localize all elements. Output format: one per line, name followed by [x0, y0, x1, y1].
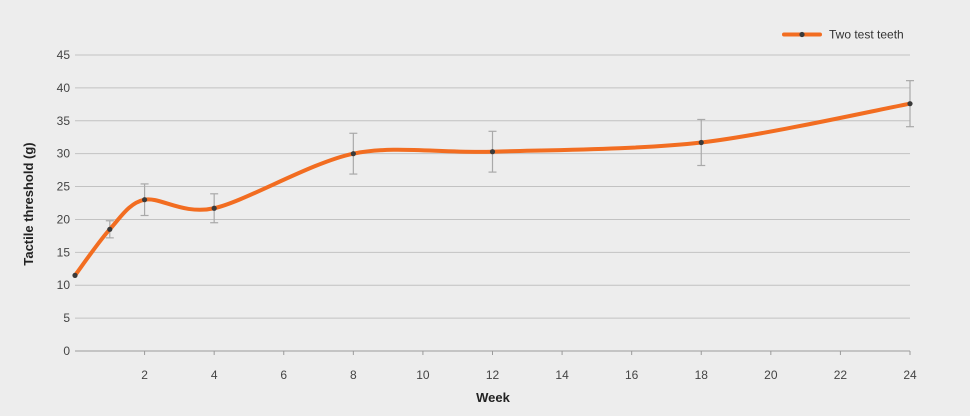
- grid-lines: [75, 54, 910, 352]
- x-tick-label: 24: [903, 368, 917, 382]
- y-tick-label: 5: [63, 311, 70, 325]
- y-tick-label: 10: [57, 278, 71, 292]
- y-tick-label: 35: [57, 114, 71, 128]
- x-tick-label: 20: [764, 368, 778, 382]
- x-tick-label: 10: [416, 368, 430, 382]
- data-point: [107, 226, 113, 232]
- x-axis-ticks: 2 4 6 8 10 12 14 16 18 20 22 24: [141, 351, 917, 382]
- x-tick-label: 4: [211, 368, 218, 382]
- data-point: [72, 272, 78, 278]
- series-lines: [73, 101, 912, 278]
- x-tick-label: 8: [350, 368, 357, 382]
- legend-marker: [799, 31, 805, 38]
- y-tick-label: 40: [57, 81, 71, 95]
- data-point: [141, 197, 148, 203]
- y-tick-label: 20: [57, 212, 71, 226]
- y-tick-label: 45: [57, 48, 71, 62]
- y-tick-label: 0: [63, 344, 70, 358]
- y-tick-label: 25: [57, 180, 71, 194]
- series-line: [73, 101, 912, 278]
- x-tick-label: 22: [834, 368, 848, 382]
- x-tick-label: 14: [555, 368, 569, 382]
- x-tick-label: 2: [141, 368, 148, 382]
- y-axis-title: Tactile threshold (g): [21, 142, 36, 265]
- legend: Two test teeth: [782, 28, 904, 42]
- data-point: [350, 151, 356, 157]
- data-point: [489, 149, 496, 155]
- legend-label: Two test teeth: [829, 28, 904, 42]
- x-tick-label: 16: [625, 368, 639, 382]
- x-tick-label: 6: [280, 368, 287, 382]
- data-point: [698, 139, 704, 146]
- y-tick-label: 15: [57, 245, 71, 259]
- data-points: [72, 101, 913, 278]
- x-tick-label: 18: [695, 368, 709, 382]
- x-axis-title: Week: [476, 390, 510, 405]
- y-axis-ticks: 0 5 10 15 20 25 30 35 40 45: [57, 48, 71, 358]
- data-point: [211, 205, 217, 211]
- data-point: [907, 101, 913, 107]
- y-tick-label: 30: [57, 147, 71, 161]
- x-tick-label: 12: [486, 368, 500, 382]
- error-bars: [105, 80, 914, 239]
